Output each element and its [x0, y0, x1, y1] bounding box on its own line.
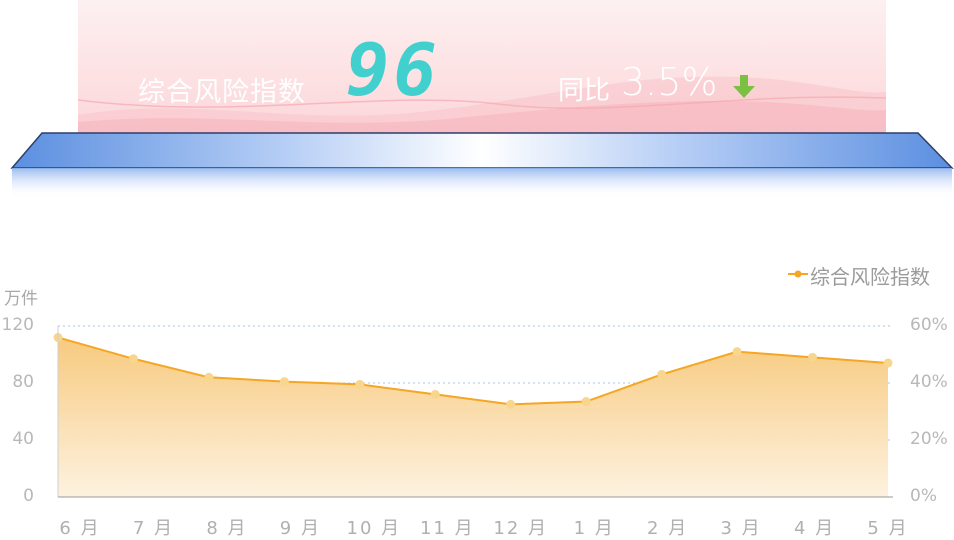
y-axis-unit: 万件 [4, 289, 38, 309]
data-point-5 [355, 379, 365, 389]
x-tick-label: 12 月 [493, 518, 549, 539]
data-point-11 [808, 352, 818, 362]
y2-tick-label: 0% [910, 486, 937, 506]
series-line [57, 336, 889, 406]
y2-tick-label: 20% [910, 429, 948, 449]
risk-index-chart [53, 325, 893, 498]
x-tick-label: 10 月 [346, 518, 402, 539]
data-point-6 [430, 389, 440, 399]
legend-series-label: 综合风险指数 [810, 265, 930, 289]
x-tick-label: 8 月 [206, 518, 248, 539]
data-point-3 [204, 372, 214, 382]
y-tick-label: 40 [12, 429, 34, 449]
banner-wave-decoration [78, 76, 886, 133]
risk-index-title: 综合风险指数 [138, 77, 306, 108]
x-tick-label: 3 月 [720, 518, 762, 539]
x-tick-label: 4 月 [793, 518, 836, 539]
data-point-7 [506, 399, 516, 409]
data-point-2 [128, 354, 138, 364]
x-tick-label: 2 月 [647, 518, 689, 539]
data-point-12 [883, 358, 893, 368]
risk-index-value: 96 [346, 28, 441, 112]
y2-tick-label: 60% [910, 315, 948, 335]
y-tick-label: 0 [23, 486, 34, 506]
banner-base-platform [10, 132, 954, 198]
y-tick-label: 120 [1, 315, 34, 335]
y-tick-label: 80 [12, 372, 34, 392]
x-tick-label: 11 月 [419, 518, 475, 539]
arrow-down-icon [733, 75, 755, 98]
data-point-10 [732, 347, 742, 357]
risk-index-banner: 综合风险指数 96 同比 3.5% [78, 0, 886, 133]
data-point-9 [657, 369, 667, 379]
data-point-8 [581, 397, 591, 407]
x-tick-label: 1 月 [573, 518, 615, 539]
legend-marker-icon [788, 270, 808, 278]
data-point-4 [279, 377, 289, 387]
x-tick-label: 9 月 [279, 518, 321, 539]
x-tick-label: 6 月 [59, 518, 101, 539]
yoy-label: 同比 [558, 76, 611, 106]
yoy-value: 3.5% [621, 60, 718, 104]
y2-tick-label: 40% [910, 372, 948, 392]
series-area [58, 337, 888, 497]
x-tick-label: 7 月 [132, 518, 175, 539]
x-tick-label: 5 月 [867, 518, 909, 539]
